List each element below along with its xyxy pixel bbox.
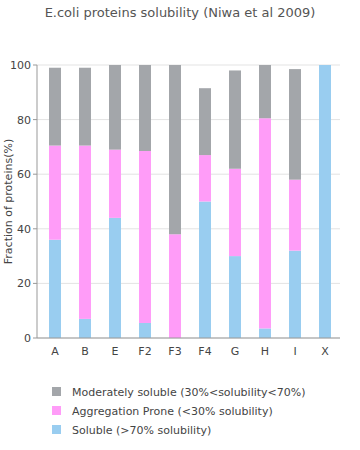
bar-segment — [79, 319, 91, 338]
legend-swatch — [52, 387, 61, 396]
tick-mark — [33, 119, 37, 120]
bar-segment — [289, 251, 301, 338]
bar-segment — [109, 150, 121, 218]
bars — [49, 65, 331, 338]
bar-segment — [49, 68, 61, 146]
category-label: F3 — [168, 345, 181, 358]
bar-segment — [79, 146, 91, 319]
tick-mark — [33, 174, 37, 175]
legend-label: Soluble (>70% solubility) — [72, 424, 211, 437]
bar-segment — [109, 65, 121, 150]
tick-label: 0 — [24, 332, 31, 345]
bar-segment — [259, 65, 271, 118]
category-label: G — [231, 345, 240, 358]
x-axis — [37, 338, 340, 339]
title: E.coli proteins solubility (Niwa et al 2… — [45, 5, 316, 20]
bar-segment — [49, 240, 61, 338]
tick-label: 80 — [17, 114, 31, 127]
bar-segment — [79, 68, 91, 146]
tick-mark — [33, 228, 37, 229]
category-label: H — [261, 345, 269, 358]
grid-line — [37, 338, 340, 339]
bar-segment — [229, 70, 241, 168]
grid-line — [37, 65, 340, 66]
tick-label: 60 — [17, 168, 31, 181]
bar-segment — [289, 69, 301, 180]
category-label: E — [112, 345, 119, 358]
y-axis — [37, 65, 38, 338]
legend-swatch — [52, 425, 61, 434]
category-label: F4 — [198, 345, 211, 358]
category-label: I — [293, 345, 296, 358]
bar-segment — [319, 65, 331, 66]
bar-segment — [259, 118, 271, 328]
category-label: X — [321, 345, 329, 358]
legend-label: Moderately soluble (30%<solubility<70%) — [72, 386, 306, 399]
legend-label: Aggregation Prone (<30% solubility) — [72, 405, 273, 418]
bar-segment — [199, 202, 211, 339]
bar-segment — [229, 256, 241, 338]
tick-label: 100 — [10, 59, 31, 72]
bar-segment — [199, 155, 211, 201]
bar-segment — [259, 328, 271, 338]
category-label: A — [51, 345, 59, 358]
chart: E.coli proteins solubility (Niwa et al 2… — [0, 0, 360, 450]
bar-segment — [139, 151, 151, 323]
category-label: B — [81, 345, 89, 358]
bar-segment — [319, 65, 331, 66]
tick-label: 40 — [17, 223, 31, 236]
bar-segment — [109, 218, 121, 338]
bar-segment — [319, 65, 331, 338]
category-label: F2 — [138, 345, 151, 358]
tick-mark — [33, 283, 37, 284]
tick-mark — [33, 338, 37, 339]
bar-segment — [169, 234, 181, 338]
bar-segment — [49, 146, 61, 240]
bar-segment — [229, 169, 241, 256]
y-axis-label: Fraction of proteins(%) — [2, 139, 15, 264]
legend-swatch — [52, 406, 61, 415]
bar-segment — [169, 65, 181, 234]
bar-segment — [139, 65, 151, 151]
bar-segment — [289, 180, 301, 251]
bar-segment — [199, 88, 211, 155]
tick-label: 20 — [17, 277, 31, 290]
tick-mark — [33, 65, 37, 66]
bar-segment — [139, 323, 151, 338]
